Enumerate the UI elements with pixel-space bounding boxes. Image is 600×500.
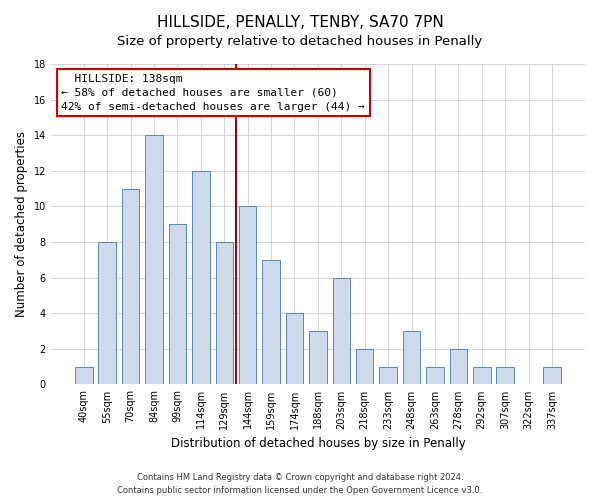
Bar bbox=[403, 331, 420, 384]
Bar bbox=[262, 260, 280, 384]
Bar bbox=[122, 188, 139, 384]
Bar bbox=[145, 135, 163, 384]
Bar bbox=[215, 242, 233, 384]
Text: HILLSIDE: 138sqm
← 58% of detached houses are smaller (60)
42% of semi-detached : HILLSIDE: 138sqm ← 58% of detached house… bbox=[61, 74, 365, 112]
Bar bbox=[543, 366, 561, 384]
Bar bbox=[98, 242, 116, 384]
Bar bbox=[309, 331, 326, 384]
X-axis label: Distribution of detached houses by size in Penally: Distribution of detached houses by size … bbox=[170, 437, 465, 450]
Bar bbox=[356, 349, 373, 384]
Bar bbox=[473, 366, 491, 384]
Text: Contains HM Land Registry data © Crown copyright and database right 2024.
Contai: Contains HM Land Registry data © Crown c… bbox=[118, 473, 482, 495]
Bar bbox=[192, 171, 209, 384]
Bar bbox=[286, 313, 303, 384]
Bar bbox=[169, 224, 186, 384]
Bar bbox=[496, 366, 514, 384]
Bar bbox=[332, 278, 350, 384]
Y-axis label: Number of detached properties: Number of detached properties bbox=[15, 131, 28, 317]
Bar bbox=[239, 206, 256, 384]
Bar bbox=[426, 366, 443, 384]
Bar bbox=[75, 366, 92, 384]
Bar bbox=[379, 366, 397, 384]
Bar bbox=[449, 349, 467, 384]
Text: Size of property relative to detached houses in Penally: Size of property relative to detached ho… bbox=[118, 35, 482, 48]
Text: HILLSIDE, PENALLY, TENBY, SA70 7PN: HILLSIDE, PENALLY, TENBY, SA70 7PN bbox=[157, 15, 443, 30]
